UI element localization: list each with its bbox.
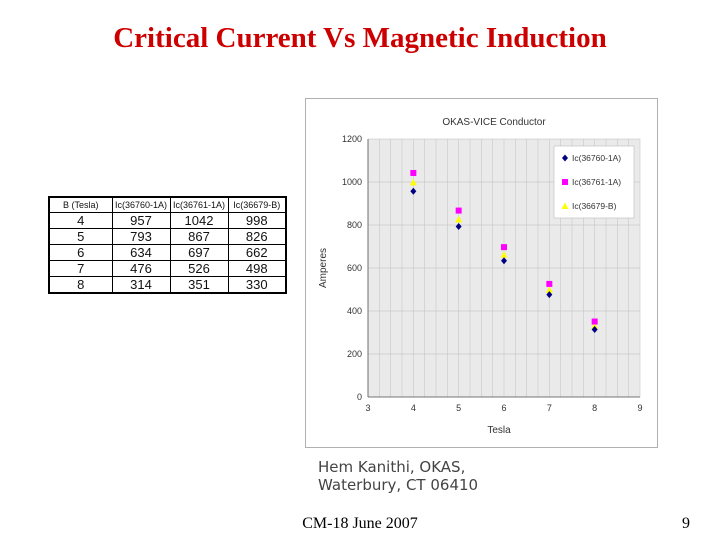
- legend-marker: [561, 202, 569, 209]
- credit-line-address: Waterbury, CT 06410: [318, 476, 479, 494]
- y-axis-label: Amperes: [318, 248, 329, 288]
- table-cell: 793: [111, 228, 171, 245]
- table-cell: 634: [111, 244, 171, 261]
- y-tick-label: 200: [347, 349, 362, 359]
- table-cell: 7: [48, 260, 113, 277]
- data-point: [455, 223, 462, 231]
- table-cell: 314: [111, 276, 171, 294]
- table-row: 6 634 697 662: [48, 244, 287, 261]
- x-tick-label: 3: [365, 403, 370, 413]
- data-point: [455, 207, 462, 214]
- table-cell: 8: [48, 276, 113, 294]
- table-cell: 998: [227, 212, 287, 229]
- x-tick-label: 6: [501, 403, 506, 413]
- legend-marker: [562, 154, 568, 162]
- data-point: [591, 322, 599, 330]
- y-tick-label: 400: [347, 306, 362, 316]
- table-header-cell: Ic(36760-1A): [111, 196, 171, 213]
- table-cell: 476: [111, 260, 171, 277]
- y-tick-label: 0: [357, 392, 362, 402]
- table-cell: 351: [169, 276, 229, 294]
- table-cell: 330: [227, 276, 287, 294]
- table-cell: 526: [169, 260, 229, 277]
- data-point: [546, 291, 553, 299]
- table-header-cell: Ic(36679-B): [227, 196, 287, 213]
- critical-current-table: B (Tesla) Ic(36760-1A) Ic(36761-1A) Ic(3…: [48, 196, 287, 294]
- data-point: [455, 215, 463, 223]
- table-cell: 826: [227, 228, 287, 245]
- table-header-cell: Ic(36761-1A): [169, 196, 229, 213]
- x-tick-label: 9: [637, 403, 642, 413]
- legend-label: Ic(36679-B): [572, 201, 617, 211]
- table-cell: 662: [227, 244, 287, 261]
- x-tick-label: 7: [547, 403, 552, 413]
- x-tick-label: 8: [592, 403, 597, 413]
- y-tick-label: 1000: [342, 177, 362, 187]
- data-point: [545, 286, 553, 293]
- x-tick-label: 4: [411, 403, 416, 413]
- table-header-row: B (Tesla) Ic(36760-1A) Ic(36761-1A) Ic(3…: [48, 196, 287, 213]
- table-cell: 957: [111, 212, 171, 229]
- table-header-cell: B (Tesla): [48, 196, 113, 213]
- page-number: 9: [682, 515, 690, 532]
- x-axis-label: Tesla: [487, 425, 511, 436]
- data-point: [410, 169, 417, 176]
- data-point: [546, 280, 553, 287]
- y-tick-label: 800: [347, 220, 362, 230]
- table-row: 5 793 867 826: [48, 228, 287, 245]
- author-credit: Hem Kanithi, OKAS, Waterbury, CT 06410: [318, 458, 478, 494]
- data-point: [500, 251, 508, 258]
- y-tick-label: 600: [347, 263, 362, 273]
- table-cell: 697: [169, 244, 229, 261]
- chart-frame: 0 200 400 600 800 1000 1200 3 4 5 6 7 8 9 OKAS-VICE Co…: [305, 98, 658, 448]
- data-point: [501, 257, 507, 265]
- legend-label: Ic(36761-1A): [572, 177, 621, 187]
- x-tick-label: 5: [456, 403, 461, 413]
- table-row: 4 957 1042 998: [48, 212, 287, 229]
- table-row: 8 314 351 330: [48, 276, 287, 294]
- y-tick-label: 1200: [342, 134, 362, 144]
- table-cell: 1042: [169, 212, 229, 229]
- table-cell: 5: [48, 228, 113, 245]
- table-cell: 4: [48, 212, 113, 229]
- table-cell: 6: [48, 244, 113, 261]
- data-point: [410, 187, 417, 195]
- data-point: [591, 318, 598, 325]
- table-cell: 498: [227, 260, 287, 277]
- legend-marker: [562, 179, 568, 185]
- footer-text: CM-18 June 2007: [302, 515, 418, 532]
- slide-title: Critical Current Vs Magnetic Induction: [113, 22, 607, 54]
- chart-title: OKAS-VICE Conductor: [442, 117, 546, 128]
- critical-current-chart: 0 200 400 600 800 1000 1200 3 4 5 6 7 8 9 OKAS-VICE Co…: [318, 117, 643, 436]
- data-point: [501, 244, 507, 251]
- table-row: 7 476 526 498: [48, 260, 287, 277]
- data-point: [591, 325, 598, 333]
- data-point: [409, 178, 417, 186]
- credit-line-author: Hem Kanithi, OKAS,: [318, 458, 466, 476]
- legend-label: Ic(36760-1A): [572, 153, 621, 163]
- table-cell: 867: [169, 228, 229, 245]
